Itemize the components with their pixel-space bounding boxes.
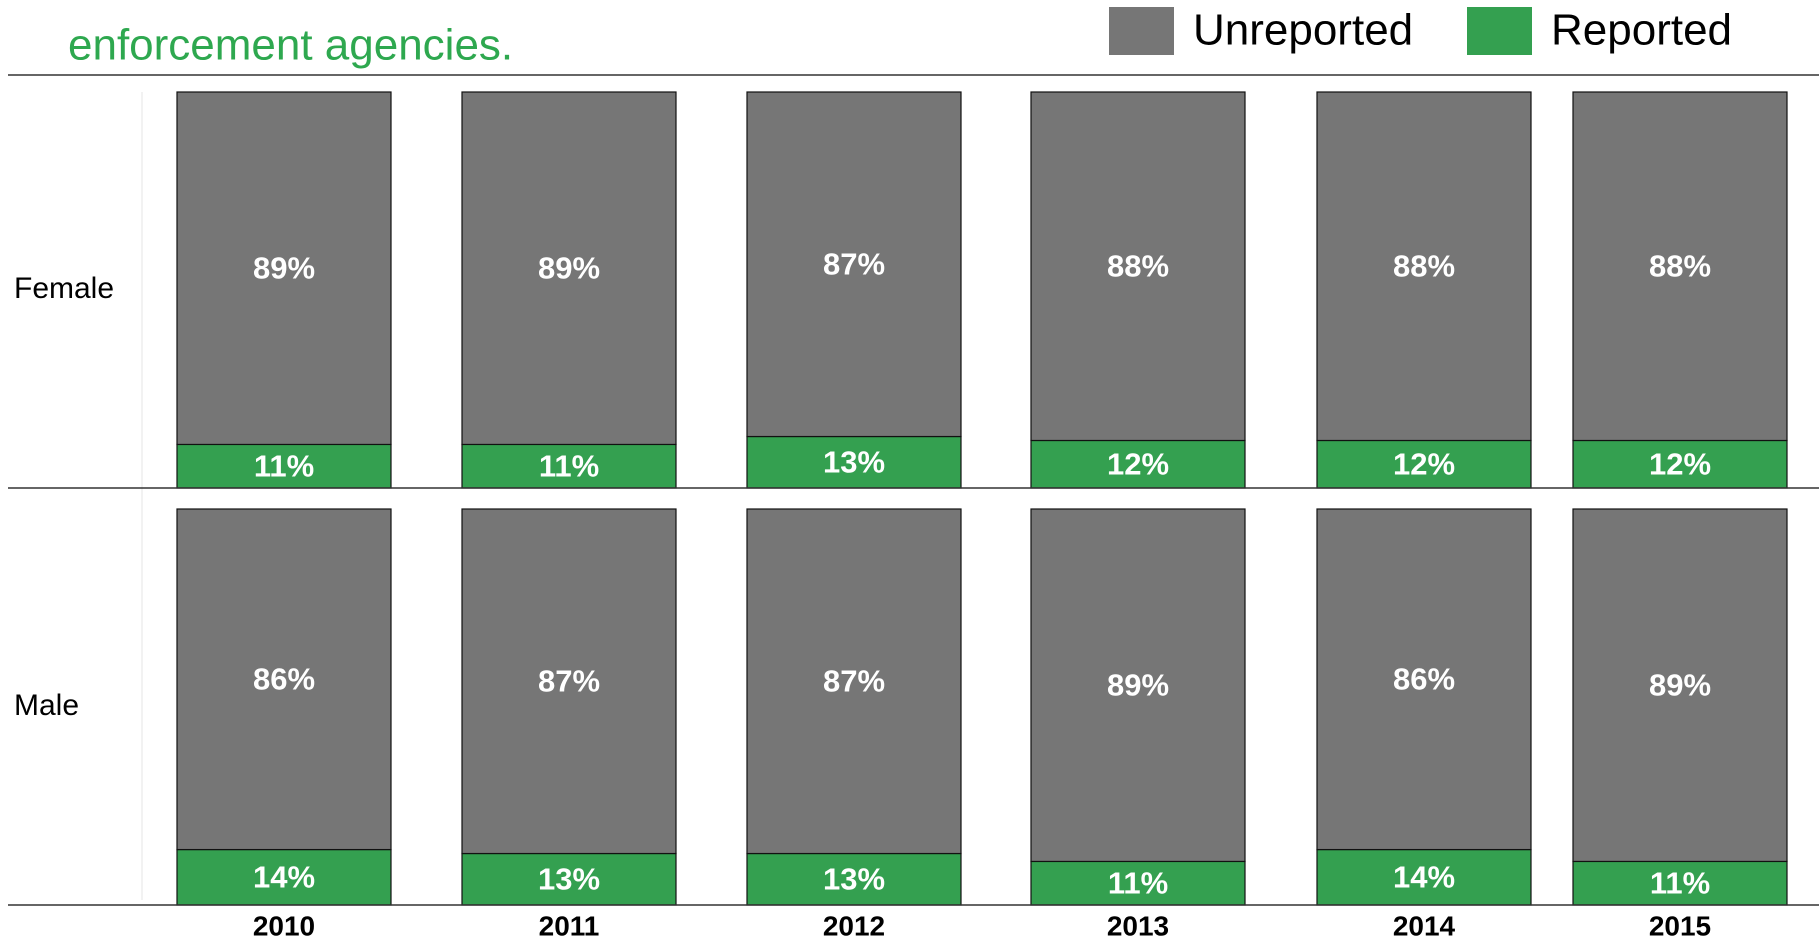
data-label: 87% <box>823 246 885 281</box>
data-label: 12% <box>1649 446 1711 481</box>
bar-segment <box>746 91 962 438</box>
bar-segment <box>176 508 392 851</box>
data-label: 89% <box>1107 667 1169 702</box>
data-label: 14% <box>253 859 315 894</box>
row-label: Female <box>14 272 114 305</box>
data-label: 89% <box>253 250 315 285</box>
bar-segment <box>1030 439 1246 489</box>
data-label: 13% <box>823 861 885 896</box>
bar-segment <box>1572 508 1788 863</box>
data-label: 11% <box>1650 865 1710 900</box>
data-label: 14% <box>1393 859 1455 894</box>
data-label: 12% <box>1393 446 1455 481</box>
bar-segment <box>1572 91 1788 442</box>
bar-segment <box>176 443 392 489</box>
bar-segment <box>176 91 392 446</box>
chart-title: enforcement agencies. <box>68 21 513 70</box>
legend-swatch <box>1467 7 1532 55</box>
legend-label: Reported <box>1551 6 1732 55</box>
data-label: 87% <box>538 663 600 698</box>
bar-segment <box>746 435 962 489</box>
bar-segment <box>1030 91 1246 442</box>
x-tick-label: 2013 <box>1107 910 1169 941</box>
data-label: 87% <box>823 663 885 698</box>
bar-segment <box>461 443 677 489</box>
bar-segment <box>746 508 962 855</box>
bar-segment <box>461 91 677 446</box>
data-label: 88% <box>1649 248 1711 283</box>
bar-segment <box>1316 508 1532 851</box>
x-tick-label: 2014 <box>1393 910 1456 941</box>
data-label: 11% <box>254 448 314 483</box>
x-tick-label: 2012 <box>823 910 885 941</box>
bar-segment <box>176 848 392 906</box>
data-label: 89% <box>1649 667 1711 702</box>
data-label: 13% <box>823 444 885 479</box>
bar-segment <box>1572 439 1788 489</box>
x-tick-label: 2015 <box>1649 910 1711 941</box>
data-label: 11% <box>539 448 599 483</box>
data-label: 11% <box>1108 865 1168 900</box>
data-label: 86% <box>1393 661 1455 696</box>
bar-segment <box>461 508 677 855</box>
data-label: 12% <box>1107 446 1169 481</box>
legend-label: Unreported <box>1193 6 1413 55</box>
x-tick-label: 2010 <box>253 910 315 941</box>
bar-segment <box>1030 860 1246 906</box>
data-label: 13% <box>538 861 600 896</box>
bar-segment <box>461 852 677 906</box>
legend-swatch <box>1109 7 1174 55</box>
x-tick-label: 2011 <box>539 910 600 941</box>
data-label: 86% <box>253 661 315 696</box>
data-label: 88% <box>1393 248 1455 283</box>
data-label: 88% <box>1107 248 1169 283</box>
bar-segment <box>746 852 962 906</box>
bar-segment <box>1030 508 1246 863</box>
row-label: Male <box>14 689 79 722</box>
data-label: 89% <box>538 250 600 285</box>
bar-segment <box>1316 91 1532 442</box>
